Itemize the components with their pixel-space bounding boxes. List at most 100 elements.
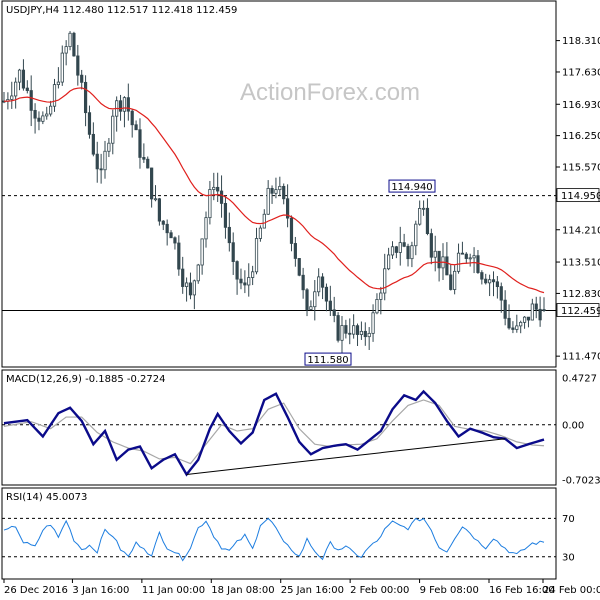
annotation-label-1: 111.580 [307,355,348,366]
candle-body [363,330,367,338]
candle-body [285,198,290,219]
candle-body [258,227,263,239]
x-tick-0: 26 Dec 2016 [4,585,68,596]
candle-body [91,133,95,155]
candle-body [511,327,515,330]
price-level-box-0 [556,188,600,203]
candle-body [418,208,422,225]
candle-body [437,250,441,269]
candle-body [503,299,507,319]
candle-body [367,332,371,338]
candle-body [534,303,538,310]
candle-body [76,55,80,76]
candle-body [375,299,379,314]
price-y-tick-9: 111.470 [562,352,600,363]
candle-body [453,270,457,290]
candle-body [219,190,224,204]
candle-body [387,254,391,270]
candle-body [515,325,519,330]
candle-body [177,242,181,270]
candle-body [344,325,348,334]
candle-body [142,157,146,160]
candle-body [10,95,14,100]
candle-body [460,252,465,255]
price-y-tick-4: 115.570 [562,163,600,174]
candle-body [122,97,127,112]
macd-trendline [186,438,506,475]
candle-body [216,186,220,192]
candle-body [305,289,309,310]
candle-body [394,246,398,253]
candle-body [126,97,130,112]
candle-body [251,271,255,278]
candle-body [352,325,356,335]
candle-body [519,321,523,327]
candle-body [320,276,325,288]
candle-body [231,242,235,262]
candle-body [488,279,492,284]
candle-body [274,189,278,194]
macd-panel-frame [1,369,557,486]
candle-body [472,255,476,259]
candle-body [379,292,383,300]
price-y-tick-0: 118.310 [562,36,600,47]
candle-body [68,32,72,48]
candle-body [449,274,453,290]
candle-body [14,81,18,97]
macd-line [3,389,545,477]
candle-body [103,150,107,171]
candle-body [309,306,313,310]
candle-body [313,291,317,308]
candle-body [402,242,406,247]
candle-body [328,300,332,311]
candle-body [161,220,165,225]
candle-body [192,280,196,296]
candle-body [184,282,189,287]
candle-body [247,277,251,286]
price-y-tick-6: 114.210 [562,225,600,236]
candle-body [480,272,484,280]
candle-body [52,84,57,107]
price-level-label-0: 114.950 [561,191,600,202]
candle-body [21,69,26,89]
candle-body [317,276,321,293]
candle-body [37,117,41,122]
candle-body [83,81,88,114]
price-y-tick-2: 116.930 [562,100,600,111]
candle-body [165,223,169,234]
candle-body [157,198,161,222]
candle-body [25,87,29,91]
candle-body [56,81,60,86]
candle-body [282,185,286,200]
ema-line [3,87,545,294]
candle-body [200,238,204,266]
candle-body [150,167,154,200]
candle-body [336,315,340,341]
candle-body [421,207,426,210]
price-y-tick-3: 116.250 [562,131,600,142]
candle-body [212,186,216,190]
candle-body [138,129,142,158]
macd-signal-line [3,399,545,465]
macd-y-tick-1: 0.00 [562,420,584,431]
candle-body [297,258,301,276]
x-tick-5: 2 Feb 00:00 [350,585,409,596]
candle-body [289,217,294,244]
candle-body [99,168,103,171]
candle-body [134,124,138,131]
candle-body [348,332,352,335]
annotation-box-0 [388,179,436,193]
candle-body [262,213,266,229]
x-tick-1: 3 Jan 16:00 [72,585,129,596]
candle-body [49,105,53,115]
candle-body [64,46,68,54]
candle-body [324,286,329,302]
candle-body [398,242,402,253]
candle-body [406,245,410,260]
rsi-y-tick-0: 70 [562,514,575,525]
price-y-tick-7: 113.510 [562,258,600,269]
x-tick-4: 25 Jan 16:00 [281,585,344,596]
candle-body [429,233,433,258]
candle-body [301,274,305,291]
candle-body [270,187,274,194]
